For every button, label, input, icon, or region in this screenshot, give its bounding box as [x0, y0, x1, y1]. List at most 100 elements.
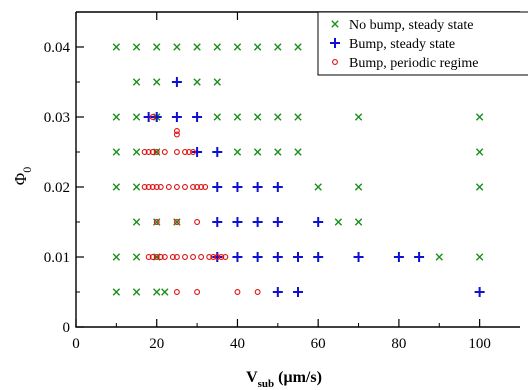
data-point: [153, 218, 161, 226]
x-axis-label-sub: sub: [258, 378, 275, 390]
legend: No bump, steady state Bump, steady state B…: [317, 11, 528, 76]
data-point: [171, 77, 182, 87]
data-point: [151, 112, 162, 122]
data-point: [252, 217, 263, 227]
y-tick-label: 0.01: [44, 250, 70, 266]
data-point: [475, 113, 484, 121]
data-point: [190, 149, 197, 155]
data-point: [353, 252, 364, 262]
data-point: [234, 289, 241, 295]
data-point: [112, 148, 121, 156]
data-point: [313, 217, 324, 227]
data-point: [213, 113, 221, 121]
data-point: [132, 78, 141, 86]
data-point: [253, 148, 262, 156]
x-axis-label: Vsub (μm/s): [246, 369, 322, 390]
data-point: [190, 254, 197, 260]
data-point: [153, 149, 160, 155]
data-point: [334, 218, 343, 226]
data-point: [198, 254, 205, 260]
data-point: [132, 218, 141, 226]
data-point: [232, 217, 243, 227]
series-1: [143, 77, 485, 297]
data-point: [253, 43, 262, 51]
data-point: [173, 219, 180, 225]
data-point: [145, 149, 152, 155]
data-point: [252, 182, 263, 192]
data-point: [193, 78, 201, 86]
data-point: [153, 288, 161, 296]
data-point: [202, 184, 209, 190]
data-point: [182, 254, 188, 260]
y-tick-label: 0.04: [44, 40, 71, 56]
data-point: [435, 253, 443, 261]
data-point: [313, 252, 324, 262]
data-point: [232, 182, 243, 192]
data-point: [272, 252, 283, 262]
data-point: [272, 287, 283, 297]
x-tick-label: 0: [72, 336, 80, 352]
x-tick-label: 80: [391, 336, 406, 352]
data-point: [198, 184, 205, 190]
data-point: [132, 43, 141, 51]
data-point: [141, 184, 148, 190]
data-point: [145, 254, 152, 260]
data-point: [132, 183, 141, 191]
data-point: [272, 182, 283, 192]
data-point: [173, 184, 180, 190]
data-point: [165, 184, 172, 190]
data-point: [132, 113, 141, 121]
data-point: [475, 148, 484, 156]
data-point: [149, 114, 156, 120]
x-tick-label: 60: [311, 336, 326, 352]
data-point: [194, 289, 201, 295]
y-axis-label-sub: 0: [20, 167, 34, 173]
y-tick-label: 0.02: [44, 180, 70, 196]
legend-marker: [330, 38, 340, 48]
data-point: [153, 254, 160, 260]
data-point: [222, 254, 229, 260]
data-point: [293, 252, 303, 262]
data-point: [354, 183, 363, 191]
data-point: [206, 254, 213, 260]
data-point: [192, 147, 203, 157]
data-point: [213, 78, 221, 86]
data-point: [112, 43, 121, 51]
data-point: [194, 184, 201, 190]
data-point: [169, 254, 176, 260]
data-point: [214, 254, 221, 260]
data-point: [112, 183, 121, 191]
data-point: [173, 218, 181, 226]
data-point: [157, 184, 164, 190]
data-point: [218, 254, 225, 260]
data-point: [274, 148, 282, 156]
data-point: [132, 148, 141, 156]
data-point: [149, 254, 156, 260]
x-tick-label: 40: [230, 336, 245, 352]
data-point: [173, 289, 180, 295]
data-point: [190, 184, 197, 190]
x-tick-label: 20: [149, 336, 164, 352]
data-point: [112, 253, 121, 261]
data-point: [294, 148, 302, 156]
y-axis-label-main: Φ: [11, 173, 30, 185]
data-point: [233, 113, 242, 121]
svg-text:Φ0: Φ0: [11, 167, 34, 185]
data-point: [141, 149, 148, 155]
data-point: [475, 253, 484, 261]
data-point: [153, 78, 161, 86]
data-point: [173, 149, 180, 155]
data-point: [474, 287, 485, 297]
data-point: [252, 252, 263, 262]
data-point: [274, 43, 282, 51]
data-point: [194, 219, 201, 225]
data-point: [186, 149, 192, 155]
legend-label: No bump, steady state: [349, 18, 473, 33]
data-point: [161, 288, 169, 296]
data-point: [212, 252, 223, 262]
legend-label: Bump, steady state: [349, 37, 455, 52]
data-point: [161, 254, 168, 260]
data-point: [112, 288, 121, 296]
x-axis-label-unit: (μm/s): [274, 369, 322, 386]
x-tick-label: 100: [468, 336, 491, 352]
